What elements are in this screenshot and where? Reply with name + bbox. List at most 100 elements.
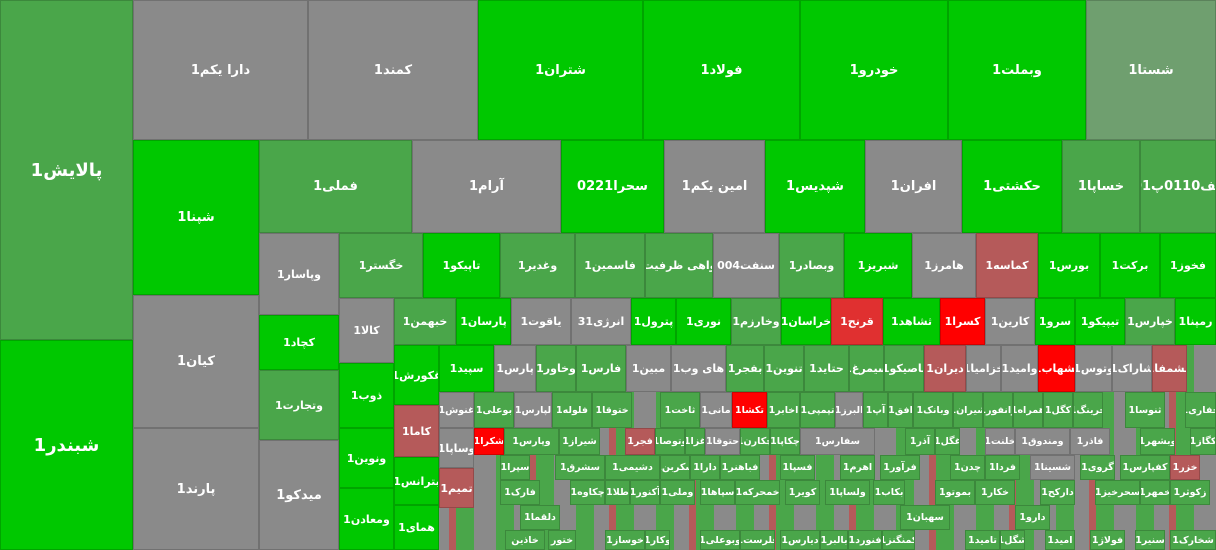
tile[interactable]: کویر1 [785, 480, 820, 505]
tile[interactable]: بموتو1 [935, 480, 975, 505]
tile[interactable]: بفجر1 [726, 345, 764, 392]
tile[interactable]: فردا1 [985, 455, 1020, 480]
tile[interactable]: چکاوه1 [570, 480, 605, 505]
tile[interactable]: خزامیا1 [966, 345, 1001, 392]
tile[interactable]: آکنور1 [630, 480, 660, 505]
tile[interactable]: سحرا0221 [561, 140, 664, 233]
tile[interactable]: قرنح1 [831, 298, 883, 345]
tile[interactable]: اخابر1 [767, 392, 800, 428]
tile[interactable]: خگستر1 [339, 233, 423, 298]
tile[interactable]: پارسان1 [456, 298, 511, 345]
tile[interactable]: شکربن1 [660, 455, 690, 480]
tile[interactable]: فخوز1 [1160, 233, 1216, 298]
tile[interactable]: ومندوق1 [1015, 428, 1070, 455]
tile[interactable]: آرام1 [412, 140, 561, 233]
tile[interactable]: وپارس1 [504, 428, 559, 455]
tile[interactable]: خوساز1 [605, 530, 645, 550]
tile[interactable]: شتران1 [478, 0, 643, 140]
tile[interactable]: خپارس1 [1125, 298, 1175, 345]
tile[interactable]: خکار1 [975, 480, 1015, 505]
tile[interactable]: پارند1 [133, 428, 259, 550]
tile[interactable]: شسینا1 [1030, 455, 1075, 480]
tile[interactable]: خراسان1 [781, 298, 831, 345]
tile[interactable]: خلنت1 [985, 428, 1015, 455]
tile[interactable]: ختوقا1 [592, 392, 632, 428]
tile[interactable]: خبهمن1 [394, 298, 456, 345]
tile[interactable]: خاذین [505, 530, 545, 550]
tile[interactable]: فملی1 [259, 140, 412, 233]
tile[interactable]: غگل1 [935, 428, 960, 455]
tile[interactable]: خمهر1 [1140, 480, 1170, 505]
tile[interactable]: بوعلی1 [474, 392, 514, 428]
tile[interactable]: سپید1 [439, 345, 494, 392]
tile[interactable]: فلوله1 [552, 392, 592, 428]
tile[interactable]: لپارس1 [514, 392, 552, 428]
tile[interactable]: غزا1 [685, 428, 705, 455]
tile[interactable]: وبصادر1 [779, 233, 844, 298]
tile[interactable]: غنوش1 [439, 392, 474, 428]
tile[interactable]: وخاور1 [536, 345, 576, 392]
tile[interactable]: خمحرکه1 [735, 480, 780, 505]
tile[interactable]: سهبان1 [900, 505, 950, 530]
tile[interactable]: سپرا1 [500, 455, 530, 480]
tile[interactable]: وامید1 [1001, 345, 1038, 392]
tile[interactable]: کچاد1 [259, 315, 339, 370]
tile[interactable]: اهرم1 [840, 455, 875, 480]
tile[interactable]: شخارک1 [1170, 530, 1216, 550]
tile[interactable]: تپمپی1 [800, 392, 835, 428]
tile[interactable]: خرینگ1 [1073, 392, 1103, 428]
tile[interactable]: فنورد1 [848, 530, 882, 550]
tile[interactable]: همای1 [394, 505, 439, 550]
tile[interactable]: بشهاب1 [1038, 345, 1075, 392]
tile[interactable]: کاما1 [394, 405, 439, 457]
tile[interactable]: وتجارت1 [259, 370, 339, 440]
tile[interactable]: وبشهر1 [1140, 428, 1175, 455]
tile[interactable]: غکورش1 [394, 345, 439, 405]
tile[interactable]: بالبر1 [820, 530, 848, 550]
tile[interactable]: فجر1 [625, 428, 655, 455]
tile[interactable]: وغدیر1 [500, 233, 575, 298]
tile[interactable]: کالا1 [339, 298, 394, 363]
tile[interactable]: خودرو1 [800, 0, 948, 140]
tile[interactable]: غشمفا1 [1152, 345, 1187, 392]
tile[interactable]: خزر1 [1170, 455, 1200, 480]
tile[interactable]: چدن1 [950, 455, 985, 480]
tile[interactable]: ومعادن1 [339, 488, 394, 550]
tile[interactable]: دارکح1 [1040, 480, 1075, 505]
tile[interactable]: دشیمی1 [605, 455, 660, 480]
tile[interactable]: فرآور1 [880, 455, 920, 480]
tile[interactable]: وخارزم1 [731, 298, 781, 345]
tile[interactable]: وساپا1 [439, 428, 474, 468]
tile[interactable]: امین یکم1 [664, 140, 765, 233]
tile[interactable]: نوری1 [676, 298, 731, 345]
tile[interactable]: دیارس1 [780, 530, 820, 550]
tile[interactable]: سفارس1 [800, 428, 875, 455]
tile[interactable]: کگاز1 [1190, 428, 1216, 455]
tile[interactable]: تمیم1 [439, 468, 474, 508]
tile[interactable]: ختور [548, 530, 576, 550]
tile[interactable]: بورس1 [1038, 233, 1100, 298]
tile[interactable]: وپاسار1 [259, 233, 339, 315]
tile[interactable]: طلا1 [605, 480, 630, 505]
tile[interactable]: وتوصا1 [655, 428, 685, 455]
tile[interactable]: حفاری1 [1185, 392, 1216, 428]
tile[interactable]: کارین1 [985, 298, 1035, 345]
tile[interactable]: زکوثر1 [1170, 480, 1210, 505]
tile[interactable]: شاراک1 [1112, 345, 1152, 392]
tile[interactable]: ثشاهد1 [883, 298, 940, 345]
tile[interactable]: دارا1 [690, 455, 720, 480]
tile[interactable]: کماسه1 [976, 233, 1038, 298]
tile[interactable]: رانفور1 [983, 392, 1013, 428]
tile[interactable]: وبوعلی1 [700, 530, 740, 550]
tile[interactable]: شگل1 [1000, 530, 1025, 550]
tile[interactable]: شبریز1 [844, 233, 912, 298]
tile[interactable]: فلرست1 [740, 530, 775, 550]
tile[interactable]: خساپا1 [1062, 140, 1140, 233]
tile[interactable]: سپاها1 [700, 480, 735, 505]
tile[interactable]: کیان1 [133, 295, 259, 428]
tile[interactable]: تاپیکو1 [423, 233, 500, 298]
tile[interactable]: تکشا1 [732, 392, 767, 428]
tile[interactable]: دلقما1 [520, 505, 560, 530]
tile[interactable]: بکاب1 [873, 480, 905, 505]
tile[interactable]: حکشتی1 [962, 140, 1062, 233]
